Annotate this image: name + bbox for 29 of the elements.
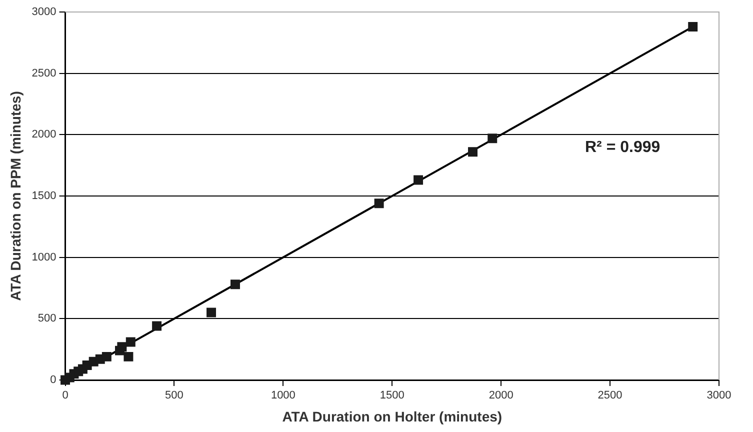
x-tick-label: 1500 [380, 390, 404, 402]
x-tick-label: 2500 [598, 390, 622, 402]
point [468, 147, 478, 157]
y-tick-label: 1500 [32, 190, 56, 202]
point [374, 198, 384, 208]
x-tick-label: 2000 [488, 390, 514, 402]
x-axis-title: ATA Duration on Holter (minutes) [282, 408, 502, 424]
annotation: R² = 0.999 [584, 138, 660, 156]
y-tick-label: 2000 [32, 128, 56, 141]
x-tick-label: 0 [62, 390, 68, 402]
point [102, 352, 112, 362]
x-tick-label: 500 [165, 390, 184, 402]
y-axis-title: ATA Duration on PPM (minutes) [7, 91, 24, 301]
point [206, 308, 216, 318]
y-tick-label: 500 [38, 312, 56, 325]
y-tick-label: 3000 [32, 6, 56, 18]
point [488, 134, 498, 144]
x-tick-label: 3000 [706, 390, 732, 402]
point [414, 175, 424, 185]
point [126, 337, 136, 347]
y-tick-label: 0 [50, 374, 56, 386]
y-tick-label: 2500 [32, 67, 56, 80]
point [117, 342, 127, 352]
point [152, 321, 162, 331]
x-tick-label: 1000 [270, 390, 296, 402]
point [230, 280, 240, 290]
point [688, 22, 698, 32]
y-tick-label: 1000 [32, 251, 56, 264]
point [124, 352, 134, 362]
